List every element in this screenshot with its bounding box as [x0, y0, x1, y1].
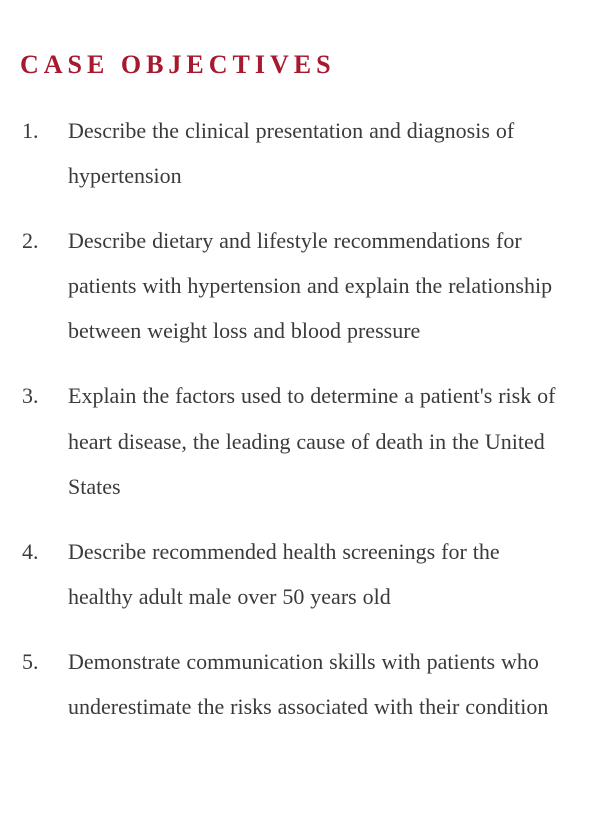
list-item: Explain the factors used to determine a … — [20, 373, 565, 508]
list-item-text: Describe dietary and lifestyle recommend… — [68, 228, 552, 343]
list-item: Describe the clinical presentation and d… — [20, 108, 565, 198]
list-item-text: Describe the clinical presentation and d… — [68, 118, 514, 188]
list-item-text: Describe recommended health screenings f… — [68, 539, 500, 609]
list-item-text: Explain the factors used to determine a … — [68, 383, 556, 498]
list-item: Demonstrate communication skills with pa… — [20, 639, 565, 729]
objectives-list: Describe the clinical presentation and d… — [20, 108, 565, 729]
list-item: Describe recommended health screenings f… — [20, 529, 565, 619]
list-item-text: Demonstrate communication skills with pa… — [68, 649, 548, 719]
section-heading: CASE OBJECTIVES — [20, 50, 565, 80]
list-item: Describe dietary and lifestyle recommend… — [20, 218, 565, 353]
